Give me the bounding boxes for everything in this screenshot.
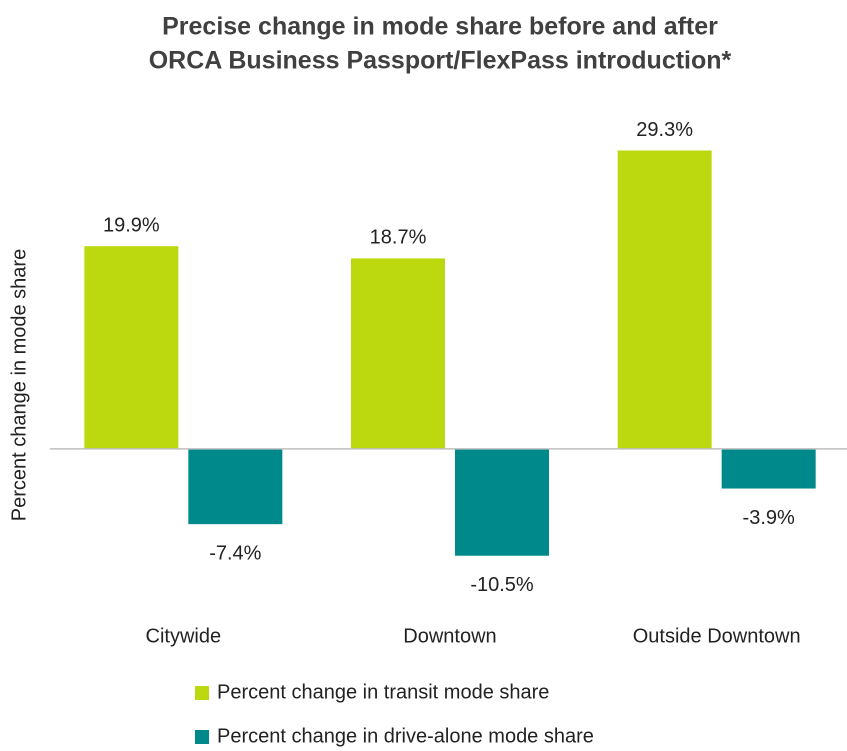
chart-title: ORCA Business Passport/FlexPass introduc… — [149, 47, 732, 75]
bar — [188, 448, 283, 525]
bar — [455, 448, 549, 556]
data-label: 18.7% — [370, 227, 427, 249]
legend-label: Percent change in drive-alone mode share — [217, 725, 594, 747]
x-tick-label: Citywide — [146, 625, 222, 647]
x-tick-label: Downtown — [403, 625, 496, 647]
chart-title: Precise change in mode share before and … — [162, 13, 718, 41]
legend-swatch — [195, 730, 209, 744]
bar — [351, 258, 445, 449]
data-label: -10.5% — [470, 574, 534, 596]
bar — [617, 150, 712, 449]
data-label: -7.4% — [209, 542, 261, 564]
legend-swatch — [195, 686, 209, 700]
data-label: -3.9% — [743, 507, 795, 529]
data-label: 29.3% — [636, 119, 693, 141]
legend-label: Percent change in transit mode share — [217, 681, 549, 703]
x-tick-label: Outside Downtown — [633, 625, 801, 647]
bar — [721, 448, 816, 489]
y-axis-label: Percent change in mode share — [8, 249, 30, 521]
data-label: 19.9% — [103, 214, 160, 236]
bar — [84, 246, 179, 449]
